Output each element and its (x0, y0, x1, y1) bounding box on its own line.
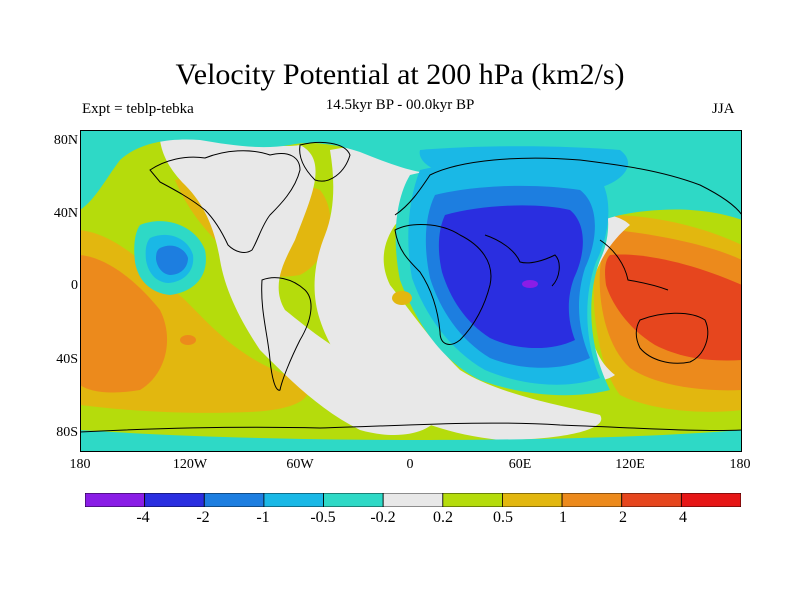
colorbar-swatch (85, 493, 146, 507)
colorbar-swatch (680, 493, 741, 507)
contour-gray-americas (160, 138, 440, 435)
lon-label-120w: 120W (172, 457, 208, 472)
experiment-label: Expt = teblp-tebka (82, 101, 194, 117)
coastline-greenland (299, 142, 351, 182)
lat-label-40n: 40N (53, 206, 78, 221)
colorbar-label-5: -0.2 (370, 509, 396, 526)
coastline-north-america (149, 150, 301, 253)
lon-label-60e: 60E (508, 457, 532, 472)
chart-subtitle: 14.5kyr BP - 00.0kyr BP (325, 97, 475, 113)
season-label: JJA (712, 101, 735, 117)
chart-title: Velocity Potential at 200 hPa (km2/s) (175, 58, 625, 91)
velocity-potential-map (80, 130, 742, 452)
coastline-arabia-india (484, 234, 560, 287)
lat-label-80n: 80N (53, 133, 78, 148)
lon-label-0: 0 (406, 457, 414, 472)
colorbar-label-1: -4 (136, 509, 150, 526)
colorbar-label-7: 0.5 (493, 509, 513, 526)
lon-label-120e: 120E (615, 457, 645, 472)
lon-label-180e: 180 (729, 457, 751, 472)
lat-label-80s: 80S (56, 425, 78, 440)
colorbar-label-10: 4 (679, 509, 687, 526)
contour-teal-south (80, 430, 742, 452)
colorbar-swatch (621, 493, 682, 507)
coastline-southeast-asia (599, 239, 669, 291)
coastline-africa (394, 224, 492, 345)
colorbar-swatch (144, 493, 205, 507)
coastline-south-america (261, 277, 312, 391)
colorbar-swatch (263, 493, 324, 507)
coastline-australia (635, 312, 709, 364)
contour-darkorange-pacific (80, 255, 168, 393)
lat-label-0: 0 (71, 278, 78, 293)
contour-gray-north (314, 146, 602, 440)
coastline-antarctica (80, 422, 742, 433)
colorbar-label-6: 0.2 (433, 509, 453, 526)
colorbar-swatch (442, 493, 503, 507)
colorbar-label-8: 1 (559, 509, 567, 526)
colorbar-swatch (502, 493, 563, 507)
contour-orange-atlantic-blob (392, 291, 412, 305)
contour-purple-core (522, 280, 538, 288)
contour-deepblue-africa (438, 205, 583, 349)
colorbar-label-3: -1 (256, 509, 270, 526)
colorbar-label-2: -2 (196, 509, 210, 526)
map-frame (80, 130, 742, 452)
contour-darkorange-pacific-blob (180, 335, 196, 345)
lon-label-180w: 180 (69, 457, 91, 472)
colorbar (85, 493, 741, 507)
contour-skyblue-north (419, 146, 629, 190)
colorbar-swatch (203, 493, 265, 507)
colorbar-swatch (382, 493, 444, 507)
coastlines (80, 142, 742, 433)
colorbar-swatch (561, 493, 623, 507)
coastline-europe-asia (394, 157, 742, 216)
contour-midblue-pacific (156, 245, 188, 275)
colorbar-label-9: 2 (619, 509, 627, 526)
colorbar-swatch (323, 493, 384, 507)
lat-label-40s: 40S (56, 352, 78, 367)
lon-label-60w: 60W (286, 457, 314, 472)
colorbar-label-4: -0.5 (310, 509, 336, 526)
